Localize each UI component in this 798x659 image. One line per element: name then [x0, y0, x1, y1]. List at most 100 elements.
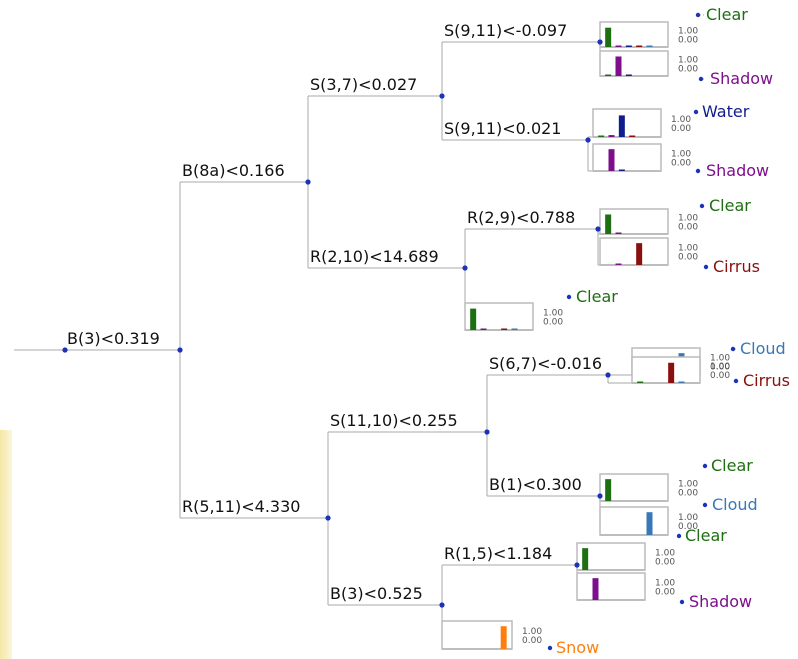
scale-min-label: 0.00 [655, 558, 675, 568]
scale-min-label: 0.00 [678, 253, 698, 263]
scale-min-label: 0.00 [678, 65, 698, 75]
node-dot [605, 372, 611, 378]
histogram-bar-clear [470, 308, 477, 330]
leaf-class-label: Water [702, 102, 750, 121]
histogram-bar-shadow [608, 149, 615, 171]
leaf-class-label: Clear [576, 287, 618, 306]
histogram-bar-clear [605, 74, 612, 76]
leaf-dot [733, 378, 739, 384]
histogram-frame [464, 302, 534, 331]
scale-max-label: 1.00 [710, 362, 730, 372]
split-label-s67: S(6,7)<-0.016 [489, 354, 602, 373]
scale-max-label: 1.00 [678, 27, 698, 37]
scale-min-label: 0.00 [678, 522, 698, 532]
scale-min-label: 0.00 [678, 36, 698, 46]
scale-max-label: 1.00 [671, 150, 691, 160]
histogram-bar-cirrus [636, 243, 643, 265]
node-dot [595, 226, 601, 232]
scale-min-label: 0.00 [655, 588, 675, 598]
node-dot [462, 265, 468, 271]
histogram-frame [599, 473, 669, 502]
histogram-bar-cloud [678, 381, 685, 383]
leaf-class-label: Clear [706, 5, 748, 24]
scale-min-label: 0.00 [710, 371, 730, 381]
leaf-histogram: 1.000.00 Shadow [599, 50, 773, 88]
split-label-r29: R(2,9)<0.788 [467, 208, 575, 227]
node-dot [177, 347, 183, 353]
split-label-b1: B(1)<0.300 [489, 475, 582, 494]
histogram-bar-clear [582, 548, 589, 570]
leaf-histogram: 1.000.00 Water [592, 102, 750, 138]
leaf-dot [695, 168, 701, 174]
scale-min-label: 0.00 [671, 124, 691, 134]
histogram-bar-cloud [646, 45, 653, 47]
histogram-frame [592, 143, 662, 172]
scale-max-label: 1.00 [678, 56, 698, 66]
leaf-histogram: 1.000.00 Cirrus [599, 237, 760, 276]
leaf-class-label: Clear [709, 196, 751, 215]
leaf-histogram: 1.000.00 Shadow [576, 572, 752, 611]
node-dot [305, 179, 311, 185]
leaf-class-label: Clear [711, 456, 753, 475]
histogram-bar-cirrus [668, 362, 675, 383]
scale-min-label: 0.00 [678, 223, 698, 233]
node-dot [439, 602, 445, 608]
histogram-frame [576, 542, 646, 571]
scale-min-label: 0.00 [543, 318, 563, 328]
node-dot [62, 347, 68, 353]
scale-min-label: 0.00 [522, 636, 542, 646]
scale-min-label: 0.00 [678, 489, 698, 499]
histogram-frame [599, 237, 669, 266]
leaf-histogram: 1.000.00 Clear [576, 526, 727, 571]
leaf-class-label: Cloud [740, 339, 786, 358]
leaf-histogram: 1.000.00 Clear [599, 5, 748, 48]
histogram-bar-clear [605, 214, 612, 234]
histogram-frame [599, 50, 669, 77]
histogram-bar-shadow [615, 45, 622, 47]
leaf-dot [679, 599, 685, 605]
split-labels: B(3)<0.319 B(8a)<0.166 R(5,11)<4.330 S(3,7)… [67, 21, 602, 603]
scale-max-label: 1.00 [678, 480, 698, 490]
split-label-s1110: S(11,10)<0.255 [330, 411, 458, 430]
histogram-bar-water [625, 45, 632, 47]
leaf-class-label: Shadow [689, 592, 752, 611]
split-label-s911b: S(9,11)<0.021 [444, 119, 561, 138]
histogram-frame [592, 108, 662, 138]
scale-max-label: 1.00 [678, 214, 698, 224]
histogram-bar-shadow [615, 232, 622, 234]
side-strip-decoration [0, 430, 12, 659]
node-dot [325, 515, 331, 521]
scale-max-label: 1.00 [678, 513, 698, 523]
leaf-dot [547, 645, 553, 651]
leaf-class-label: Clear [685, 526, 727, 545]
histogram-frame [576, 572, 646, 601]
leaf-class-label: Shadow [706, 161, 769, 180]
histogram-bar-water [618, 169, 625, 171]
histogram-bar-shadow [615, 56, 622, 76]
split-label-s37: S(3,7)<0.027 [310, 75, 417, 94]
histogram-bar-cloud [646, 512, 653, 535]
scale-max-label: 1.00 [671, 115, 691, 125]
leaf-histogram: 1.000.00 Cirrus [631, 356, 790, 390]
histogram-bar-shadow [615, 263, 622, 265]
histogram-bar-clear [605, 479, 612, 501]
scale-max-label: 1.00 [543, 309, 563, 319]
leaf-histogram: 1.000.00 Snow [441, 620, 599, 657]
histogram-bar-cirrus [629, 135, 636, 137]
leaf-dot [699, 203, 705, 209]
leaf-dot [702, 502, 708, 508]
split-label-r15: R(1,5)<1.184 [444, 544, 552, 563]
histogram-bar-water [618, 115, 625, 137]
histogram-bar-shadow [592, 578, 599, 600]
leaf-dot [698, 76, 704, 82]
scale-max-label: 1.00 [655, 549, 675, 559]
histogram-bar-cirrus [636, 45, 643, 47]
split-label-b8a: B(8a)<0.166 [182, 161, 285, 180]
histogram-bar-shadow [480, 328, 487, 330]
histogram-frame [631, 356, 701, 384]
leaf-class-label: Cirrus [743, 371, 790, 390]
node-dot [574, 562, 580, 568]
leaf-histogram: 1.000.00 Cloud [599, 495, 758, 536]
node-dot [585, 137, 591, 143]
